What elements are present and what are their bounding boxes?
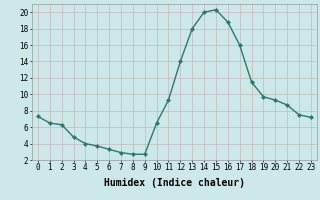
X-axis label: Humidex (Indice chaleur): Humidex (Indice chaleur) (104, 178, 245, 188)
